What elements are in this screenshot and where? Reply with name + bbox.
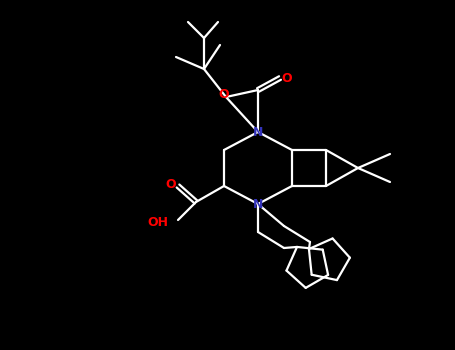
Text: OH: OH: [147, 216, 168, 229]
Text: O: O: [166, 177, 177, 190]
Text: N: N: [253, 197, 263, 210]
Text: O: O: [282, 71, 292, 84]
Text: O: O: [219, 89, 229, 101]
Text: N: N: [253, 126, 263, 139]
